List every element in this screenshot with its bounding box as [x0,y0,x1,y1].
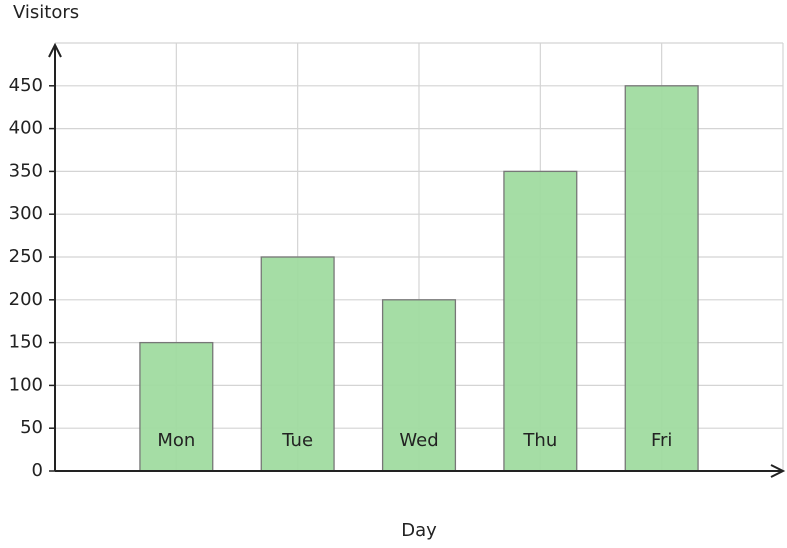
y-tick-label: 200 [9,289,43,310]
bar [260,256,335,472]
x-axis-arrow [770,464,786,478]
y-tick-label: 0 [32,460,43,481]
bar [503,170,578,472]
y-tick-label: 350 [9,160,43,181]
bar [381,299,457,472]
y-tick-label: 150 [9,332,43,353]
y-tick-label: 250 [9,246,43,267]
y-tick-label: 300 [9,203,43,224]
x-tick-label: Mon [157,430,195,451]
x-axis-label: Day [401,520,437,541]
y-axis-label: Visitors [13,2,79,23]
y-axis-arrow [48,42,62,58]
y-tick-label: 450 [9,75,43,96]
bar [139,341,214,472]
x-tick-label: Thu [522,430,557,451]
x-tick-label: Wed [399,430,438,451]
y-tick-label: 400 [9,118,43,139]
x-tick-label: Tue [281,430,313,451]
bar [624,85,699,472]
x-tick-label: Fri [651,430,672,451]
y-tick-label: 50 [20,417,43,438]
y-tick-label: 100 [9,374,43,395]
